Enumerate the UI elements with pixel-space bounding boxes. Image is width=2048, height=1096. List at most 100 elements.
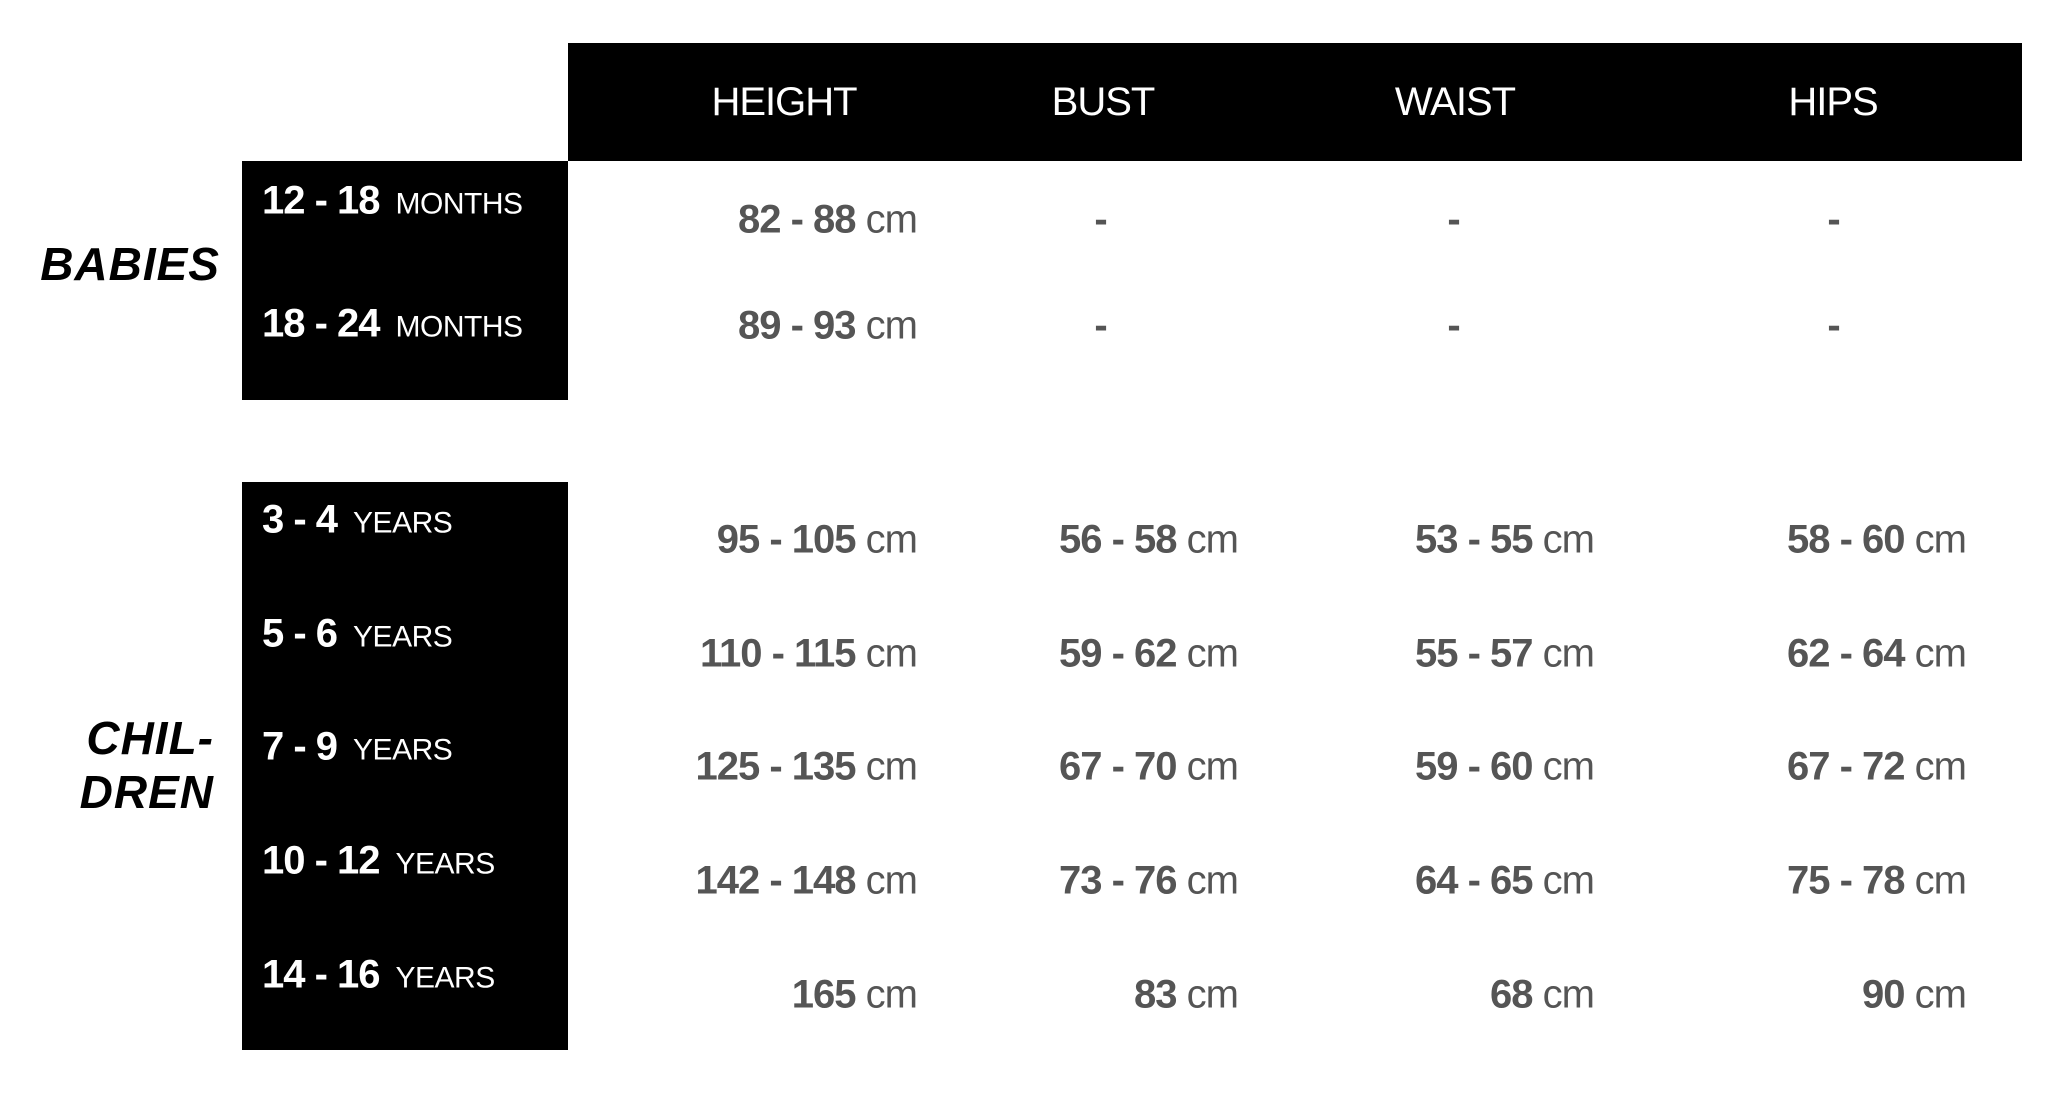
column-header-hips: HIPS [1788,80,1878,124]
waist-cell: 55 - 57 cm [1415,631,1595,677]
bust-empty-cell: - [1094,303,1108,348]
hips-cell: 75 - 78 cm [1787,858,1967,904]
age-range-label: 14 - 16 YEARS [262,953,495,998]
group-label-children-line2: DREN [79,766,214,818]
age-range-value: 12 - 18 [262,178,381,223]
height-value: 95 - 105 [716,517,857,562]
height-cell: 165 cm [791,972,918,1018]
column-header-bust: BUST [1051,80,1156,124]
bust-unit: cm [1186,631,1239,676]
bust-value: 83 [1134,972,1177,1017]
age-range-value: 10 - 12 [262,838,381,883]
babies-age-panel [242,161,568,400]
hips-unit: cm [1914,972,1967,1017]
waist-empty-cell: - [1447,197,1461,242]
bust-value: 59 - 62 [1059,631,1178,676]
height-value: 165 [791,972,857,1017]
hips-empty-cell: - [1827,197,1841,242]
waist-unit: cm [1542,517,1595,562]
waist-unit: cm [1542,858,1595,903]
bust-value: 67 - 70 [1059,744,1178,789]
waist-value: 53 - 55 [1415,517,1534,562]
height-unit: cm [865,303,918,348]
bust-cell: 83 cm [1134,972,1239,1018]
group-label-children-line1: CHIL- [86,712,214,764]
hips-cell: 67 - 72 cm [1787,744,1967,790]
height-value: 110 - 115 [699,631,857,676]
height-cell: 142 - 148 cm [695,858,918,904]
table-header-bar [568,43,2022,161]
waist-value: 59 - 60 [1415,744,1534,789]
age-range-label: 7 - 9 YEARS [262,724,453,770]
height-cell: 110 - 115 cm [699,631,918,677]
age-range-label: 12 - 18 MONTHS [262,179,523,224]
age-range-label: 5 - 6 YEARS [262,611,453,657]
age-range-unit: MONTHS [395,310,524,344]
hips-cell: 90 cm [1862,972,1967,1018]
waist-cell: 59 - 60 cm [1415,744,1595,790]
bust-unit: cm [1186,744,1239,789]
column-header-waist: WAIST [1394,80,1516,124]
bust-unit: cm [1186,858,1239,903]
waist-empty-cell: - [1447,303,1461,348]
age-range-label: 10 - 12 YEARS [262,839,495,884]
height-cell: 95 - 105 cm [716,517,918,563]
age-range-label: 18 - 24 MONTHS [262,302,523,347]
age-range-unit: MONTHS [395,187,524,221]
bust-empty-cell: - [1094,197,1108,242]
height-unit: cm [865,858,918,903]
hips-empty-cell: - [1827,303,1841,348]
age-range-unit: YEARS [395,961,496,995]
height-unit: cm [865,631,918,676]
height-unit: cm [865,197,918,242]
height-value: 142 - 148 [695,858,857,903]
age-range-unit: YEARS [353,733,453,767]
height-cell: 82 - 88 cm [738,197,918,243]
height-unit: cm [865,744,918,789]
bust-cell: 59 - 62 cm [1059,631,1239,677]
hips-value: 62 - 64 [1787,631,1906,676]
hips-value: 75 - 78 [1787,858,1906,903]
waist-value: 64 - 65 [1415,858,1534,903]
age-range-unit: YEARS [353,506,453,540]
hips-cell: 62 - 64 cm [1787,631,1967,677]
age-range-unit: YEARS [353,620,453,654]
hips-unit: cm [1914,744,1967,789]
hips-unit: cm [1914,631,1967,676]
height-unit: cm [865,517,918,562]
waist-cell: 53 - 55 cm [1415,517,1595,563]
bust-cell: 67 - 70 cm [1059,744,1239,790]
height-value: 89 - 93 [738,303,857,348]
waist-unit: cm [1542,631,1595,676]
hips-unit: cm [1914,517,1967,562]
children-age-panel [242,482,568,1050]
bust-cell: 73 - 76 cm [1059,858,1239,904]
bust-value: 73 - 76 [1059,858,1178,903]
hips-value: 58 - 60 [1787,517,1906,562]
waist-cell: 68 cm [1490,972,1595,1018]
hips-value: 90 [1862,972,1905,1017]
bust-value: 56 - 58 [1059,517,1178,562]
height-value: 82 - 88 [738,197,857,242]
age-range-value: 18 - 24 [262,301,381,346]
waist-unit: cm [1542,972,1595,1017]
waist-value: 55 - 57 [1415,631,1534,676]
height-value: 125 - 135 [695,744,857,789]
waist-cell: 64 - 65 cm [1415,858,1595,904]
hips-cell: 58 - 60 cm [1787,517,1967,563]
column-header-height: HEIGHT [711,80,857,124]
height-cell: 125 - 135 cm [695,744,918,790]
bust-unit: cm [1186,972,1239,1017]
waist-unit: cm [1542,744,1595,789]
age-range-label: 3 - 4 YEARS [262,497,453,543]
height-cell: 89 - 93 cm [738,303,918,349]
age-range-unit: YEARS [395,847,496,881]
age-range-value: 3 - 4 [262,497,338,542]
age-range-value: 14 - 16 [262,952,381,997]
hips-unit: cm [1914,858,1967,903]
age-range-value: 5 - 6 [262,611,338,656]
hips-value: 67 - 72 [1787,744,1906,789]
age-range-value: 7 - 9 [262,724,338,769]
group-label-babies: BABIES [40,238,220,290]
bust-cell: 56 - 58 cm [1059,517,1239,563]
